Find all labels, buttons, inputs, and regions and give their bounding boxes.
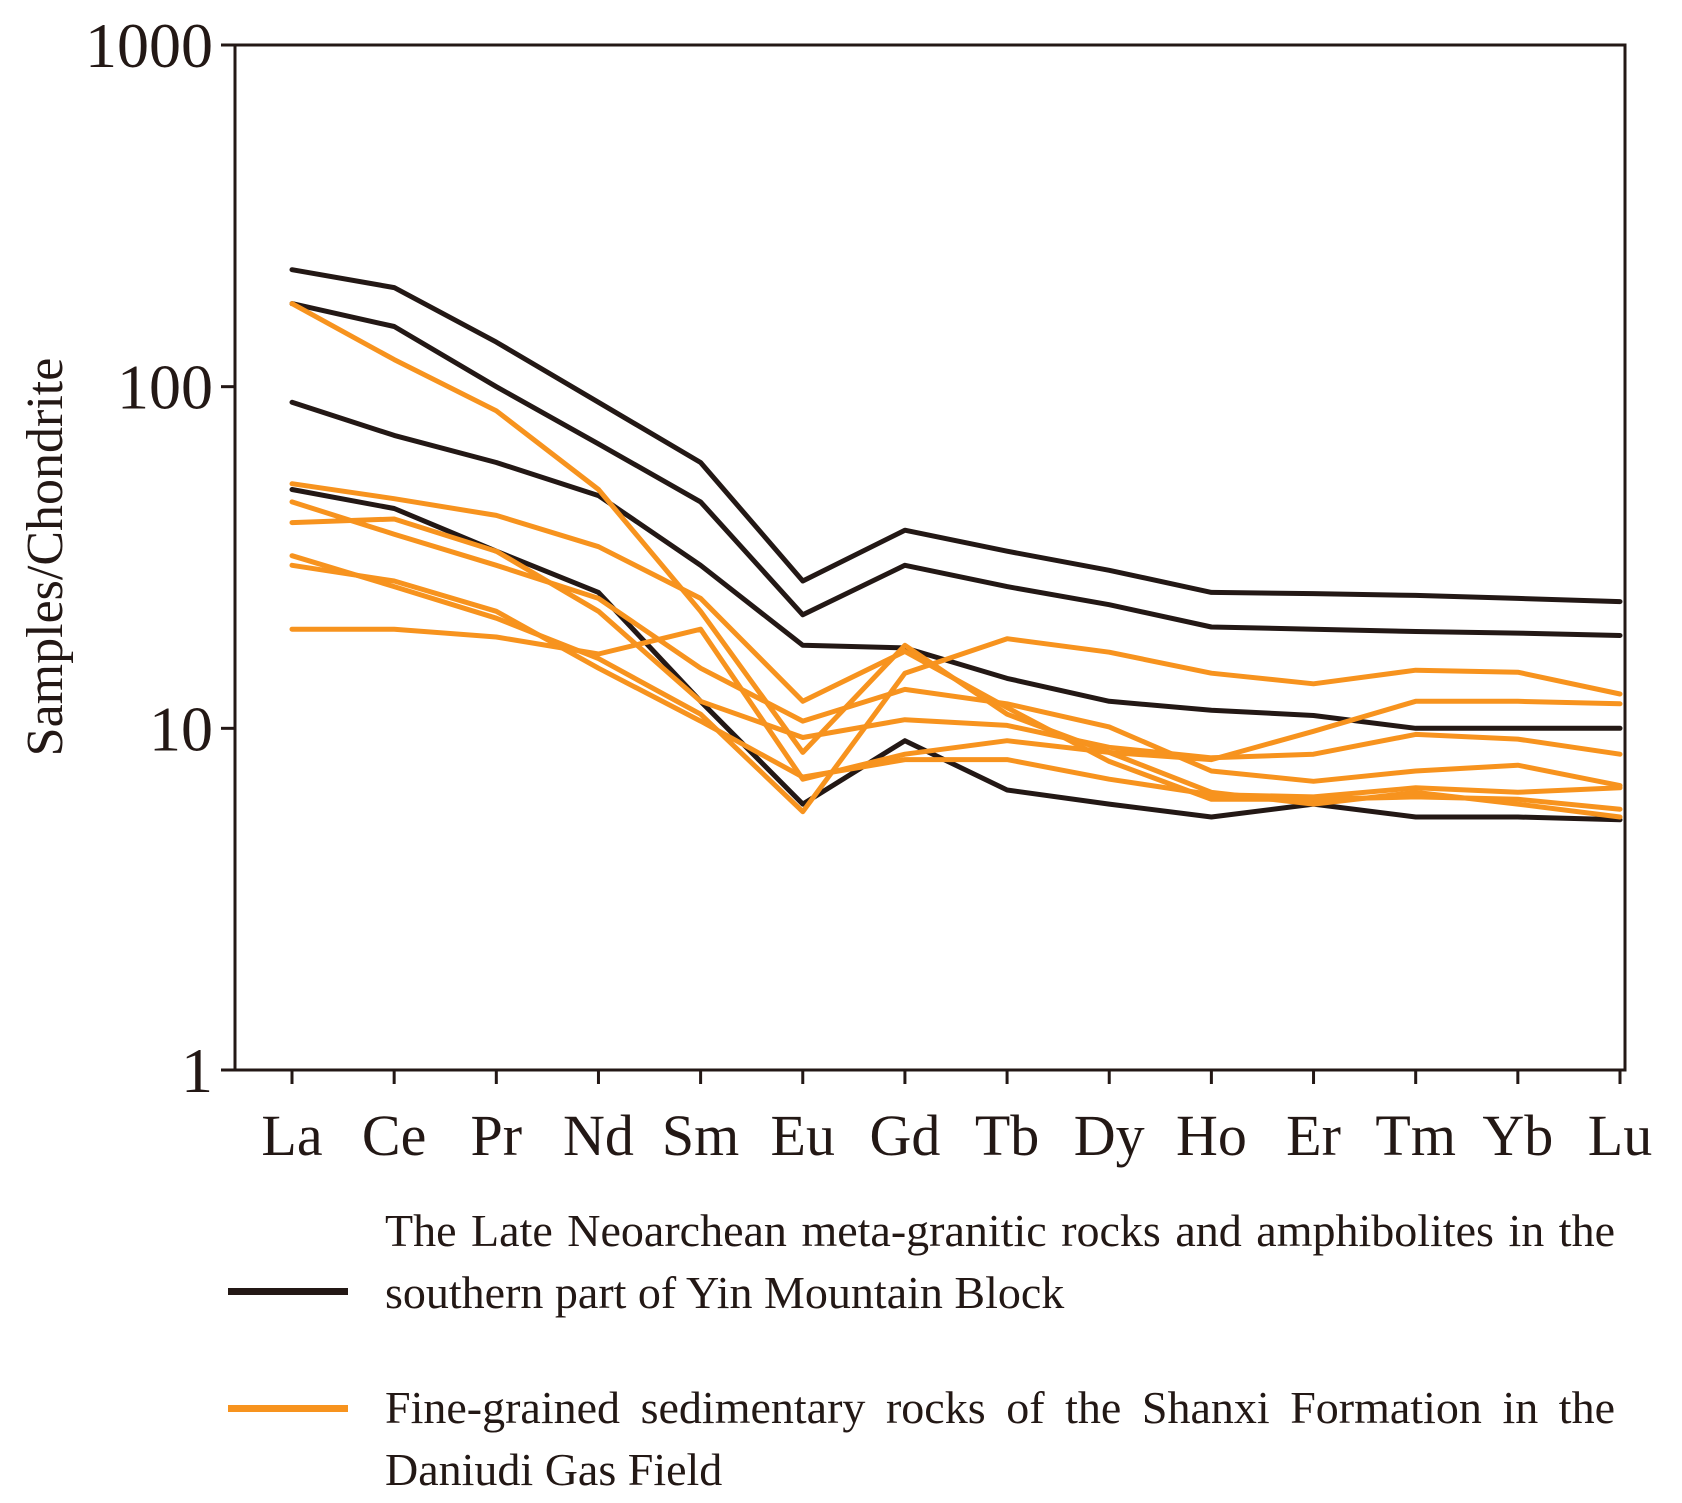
x-tick-label: La	[261, 1103, 322, 1168]
y-tick-label: 1000	[85, 10, 213, 81]
x-tick-label: Yb	[1482, 1103, 1553, 1168]
series-line-orange	[289, 626, 1623, 782]
legend-label-black: The Late Neoarchean meta-granitic rocks …	[385, 1205, 1615, 1318]
x-tick-label: Eu	[771, 1103, 835, 1168]
legend-label-orange: Fine-grained sedimentary rocks of the Sh…	[385, 1382, 1615, 1495]
series-line-orange	[289, 499, 1623, 789]
series-layer	[289, 267, 1623, 823]
series-line-black	[289, 399, 1623, 731]
y-tick-label: 1	[181, 1035, 213, 1106]
y-tick-label: 10	[149, 693, 213, 764]
legend-swatch-orange	[228, 1405, 348, 1412]
series-line-orange	[289, 562, 1623, 800]
y-tick-label: 100	[117, 352, 213, 423]
y-axis: 1 10 100 1000	[85, 10, 235, 1106]
x-tick-label: Pr	[471, 1103, 523, 1168]
x-axis: La Ce Pr Nd Sm Eu Gd Tb Dy Ho Er Tm Yb Lu	[261, 1070, 1652, 1168]
series-line-black	[289, 301, 1623, 638]
plot-area	[233, 43, 1627, 1072]
series-line-black	[289, 487, 1623, 823]
series-line-orange	[289, 553, 1623, 815]
x-tick-label: Gd	[869, 1103, 940, 1168]
x-tick-label: Tb	[975, 1103, 1039, 1168]
y-axis-label: Samples/Chondrite	[17, 358, 74, 757]
x-tick-label: Ce	[362, 1103, 426, 1168]
x-tick-label: Ho	[1176, 1103, 1247, 1168]
series-line-orange	[289, 301, 1623, 820]
x-tick-label: Lu	[1588, 1103, 1652, 1168]
series-line-orange	[289, 516, 1623, 761]
x-tick-label: Nd	[563, 1103, 634, 1168]
x-tick-label: Dy	[1074, 1103, 1145, 1168]
x-tick-label: Tm	[1375, 1103, 1456, 1168]
legend-swatch-black	[228, 1288, 348, 1295]
series-line-orange	[289, 481, 1623, 812]
x-tick-label: Er	[1286, 1103, 1341, 1168]
series-line-black	[289, 267, 1623, 605]
x-tick-label: Sm	[662, 1103, 739, 1168]
